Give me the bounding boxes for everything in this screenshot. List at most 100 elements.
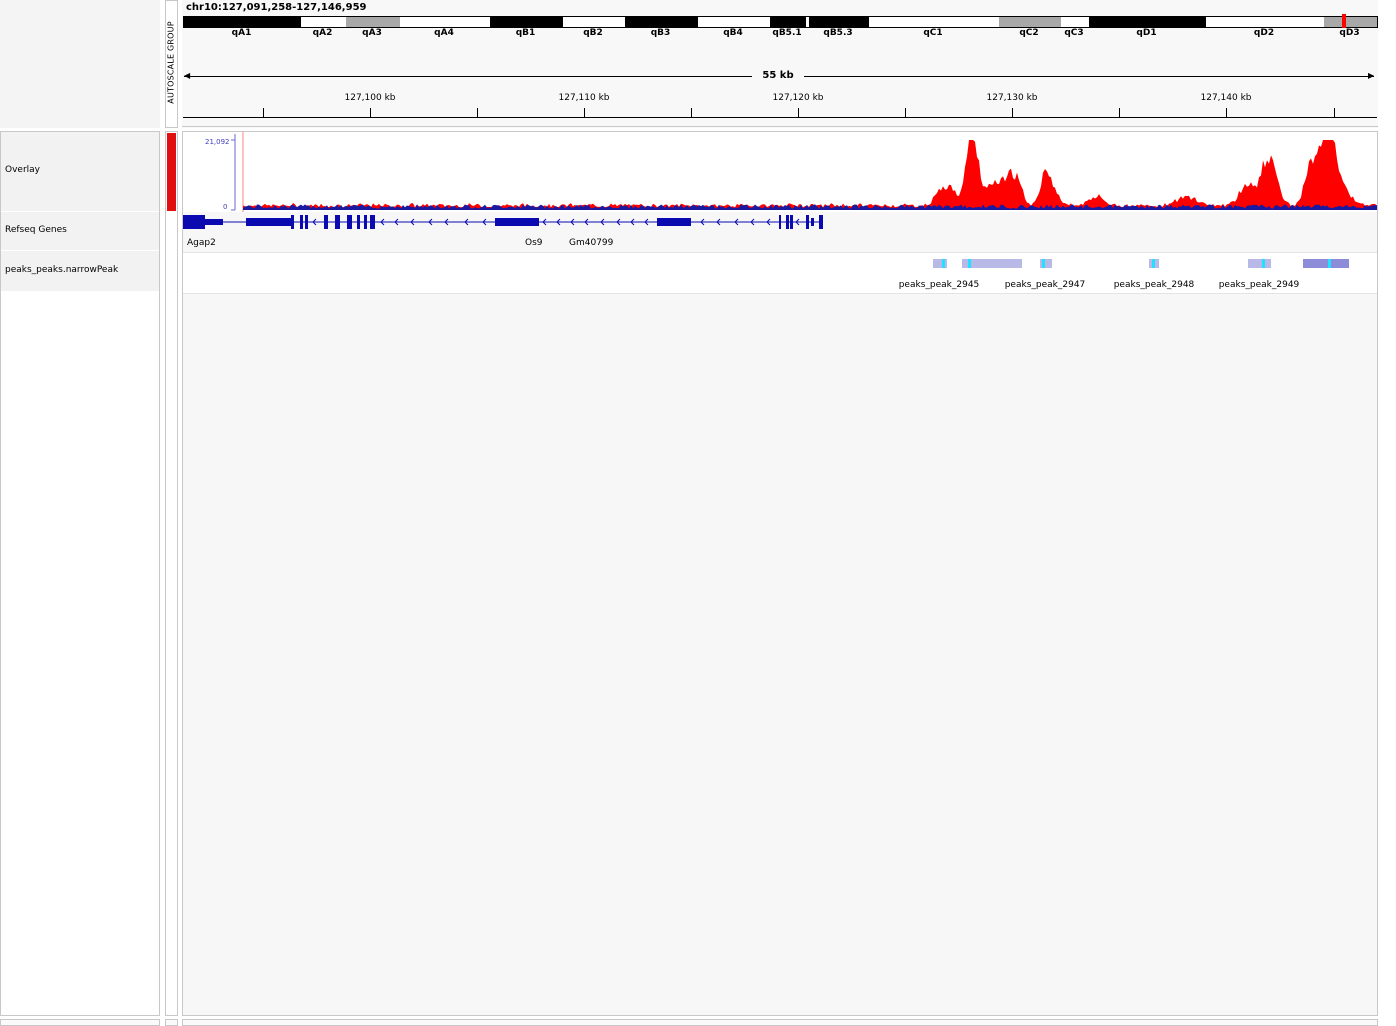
cytoband[interactable] <box>809 17 869 27</box>
gene-exon <box>364 215 367 229</box>
attribute-header[interactable]: AUTOSCALE GROUP <box>165 0 178 128</box>
overlay-blue-signal <box>243 204 1377 210</box>
scale-left-arrow-icon: ◀ <box>184 72 190 80</box>
peak-feature[interactable] <box>962 259 1022 268</box>
overlay-coverage-plot[interactable] <box>183 132 1377 212</box>
track-name-overlay[interactable]: Overlay <box>5 165 40 175</box>
gene-exon <box>370 215 375 229</box>
gene-exon <box>819 215 823 229</box>
cytoband[interactable] <box>770 17 806 27</box>
gene-exon <box>786 215 789 229</box>
chromosome-ideogram[interactable] <box>183 16 1378 28</box>
overlay-track[interactable] <box>183 132 1377 212</box>
current-region-marker <box>1342 14 1346 28</box>
cytoband-label: qB1 <box>515 28 536 38</box>
gene-exon <box>300 215 303 229</box>
cytoband-label: qB5.3 <box>823 28 853 38</box>
ruler-tick-label: 127,110 kb <box>558 93 610 103</box>
peak-summit <box>942 259 945 268</box>
cytoband[interactable] <box>184 17 301 27</box>
ruler-minor-tick <box>477 108 478 117</box>
ruler-tick-label: 127,120 kb <box>772 93 824 103</box>
gene-exon <box>246 218 292 226</box>
gene-exon <box>657 218 691 226</box>
ruler-major-tick <box>584 108 585 117</box>
track-name-peaks[interactable]: peaks_peaks.narrowPeak <box>5 265 119 275</box>
ruler-major-tick <box>370 108 371 117</box>
ruler-minor-tick <box>691 108 692 117</box>
cytoband[interactable] <box>1061 17 1089 27</box>
cytoband-label: qA4 <box>434 28 454 38</box>
gene-exon <box>305 215 308 229</box>
refseq-genes-track[interactable] <box>183 213 1377 251</box>
cytoband[interactable] <box>301 17 346 27</box>
peak-summit <box>1328 259 1331 268</box>
header-divider <box>182 126 1378 127</box>
data-range-min: 0 <box>223 203 228 211</box>
peak-feature[interactable] <box>1040 259 1052 268</box>
ruler-minor-tick <box>905 108 906 117</box>
cytoband-label: qB2 <box>583 28 603 38</box>
peak-feature[interactable] <box>1303 259 1349 268</box>
gene-exon <box>291 215 294 229</box>
scale-right-arrow-icon: ▶ <box>1368 71 1375 80</box>
peak-label[interactable]: peaks_peak_2945 <box>898 280 980 290</box>
peak-label[interactable]: peaks_peak_2949 <box>1218 280 1300 290</box>
gene-label[interactable]: Gm40799 <box>569 238 614 248</box>
attribute-panel <box>165 131 178 1016</box>
cytoband[interactable] <box>400 17 490 27</box>
name-panel-header <box>0 0 160 128</box>
locus-label: chr10:127,091,258-127,146,959 <box>186 2 367 13</box>
cytoband[interactable] <box>999 17 1061 27</box>
cytoband[interactable] <box>1324 17 1377 27</box>
cytoband[interactable] <box>869 17 999 27</box>
autoscale-group-label[interactable]: AUTOSCALE GROUP <box>166 21 176 104</box>
cytoband[interactable] <box>346 17 400 27</box>
peak-feature[interactable] <box>1149 259 1159 268</box>
gene-exon <box>335 215 340 229</box>
gene-exon <box>806 215 809 229</box>
gene-exon <box>183 215 205 229</box>
peak-feature[interactable] <box>933 259 947 268</box>
gene-label[interactable]: Os9 <box>525 238 543 248</box>
gene-utr <box>205 219 223 225</box>
gene-exon <box>779 215 781 229</box>
peak-label[interactable]: peaks_peak_2948 <box>1113 280 1195 290</box>
strand-arrows <box>312 218 800 226</box>
gene-label[interactable]: Agap2 <box>187 238 216 248</box>
scale-label: 55 kb <box>752 70 804 81</box>
overlay-red-signal <box>243 140 1377 210</box>
cytoband-label: qB4 <box>723 28 743 38</box>
overlay-name-row[interactable]: Overlay <box>1 132 159 211</box>
gene-exon <box>811 218 814 226</box>
data-panel[interactable]: 21,092 0 Agap <box>182 131 1378 1016</box>
peak-summit <box>1262 259 1265 268</box>
cytoband-label: qA3 <box>362 28 382 38</box>
cytoband[interactable] <box>698 17 770 27</box>
cytoband-label: qC1 <box>923 28 943 38</box>
autoscale-attribute-swatch[interactable] <box>167 133 176 211</box>
cytoband[interactable] <box>806 17 809 27</box>
peak-summit <box>1042 259 1045 268</box>
cytoband[interactable] <box>1089 17 1206 27</box>
cytoband-label: qC3 <box>1064 28 1084 38</box>
cytoband[interactable] <box>490 17 563 27</box>
cytoband-label: qA1 <box>231 28 252 38</box>
cytoband[interactable] <box>1206 17 1324 27</box>
peaks-name-row[interactable]: peaks_peaks.narrowPeak <box>1 251 159 291</box>
header-panel: chr10:127,091,258-127,146,959 qA1 qA2 qA3 q… <box>182 0 1378 128</box>
peak-label[interactable]: peaks_peak_2947 <box>1004 280 1086 290</box>
track-name-refseq[interactable]: Refseq Genes <box>5 225 67 235</box>
peak-summit <box>968 259 971 268</box>
cytoband-label: qC2 <box>1019 28 1039 38</box>
refseq-name-row[interactable]: Refseq Genes <box>1 212 159 250</box>
ruler-major-tick <box>1226 108 1227 117</box>
peak-feature[interactable] <box>1248 259 1271 268</box>
cytoband-label: qA2 <box>312 28 333 38</box>
data-range-max: 21,092 <box>205 138 230 146</box>
cytoband[interactable] <box>625 17 698 27</box>
cytoband[interactable] <box>563 17 625 27</box>
ruler-minor-tick <box>1119 108 1120 117</box>
gene-exon <box>357 215 360 229</box>
peaks-track[interactable]: peaks_peak_2945 peaks_peak_2947 peaks_pe… <box>183 252 1377 294</box>
